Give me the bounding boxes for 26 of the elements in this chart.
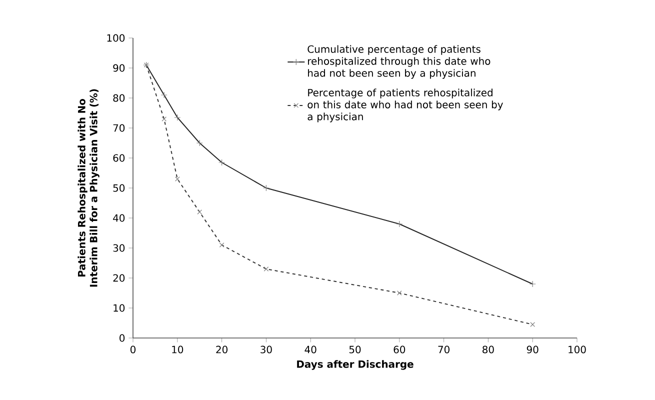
y-tick-label: 20: [113, 274, 125, 282]
x-tick-label: 10: [172, 346, 184, 354]
x-tick-label: 70: [438, 346, 450, 354]
legend-label: Cumulative percentage of patients rehospitalized through this date who had not been seen by a physician: [308, 45, 490, 79]
x-tick-label: 80: [482, 346, 494, 354]
x-tick-label: 90: [526, 346, 538, 354]
y-tick-label: 30: [113, 244, 125, 252]
y-tick-label: 0: [120, 334, 125, 342]
legend-label: Percentage of patients rehospitalized on this date who had not been seen by a physician: [308, 88, 503, 122]
y-tick-label: 80: [113, 94, 125, 102]
x-tick-label: 60: [394, 346, 406, 354]
x-tick-label: 30: [260, 346, 272, 354]
y-axis-title: Patients Rehospitalized with No Interim Bill for a Physician Visit (%): [78, 89, 100, 287]
y-tick-label: 50: [113, 184, 125, 192]
y-tick-label: 70: [113, 124, 125, 132]
y-tick-label: 100: [107, 34, 125, 42]
x-tick-label: 50: [349, 346, 361, 354]
x-tick-label: 20: [216, 346, 228, 354]
x-tick-label: 40: [304, 346, 316, 354]
y-tick-label: 10: [114, 304, 125, 312]
x-tick-label: 0: [130, 346, 136, 354]
y-tick-label: 40: [113, 214, 125, 222]
x-axis-title: Days after Discharge: [297, 360, 414, 370]
x-tick-label: 100: [568, 346, 586, 354]
y-tick-label: 90: [113, 64, 125, 72]
y-tick-label: 60: [113, 154, 125, 162]
